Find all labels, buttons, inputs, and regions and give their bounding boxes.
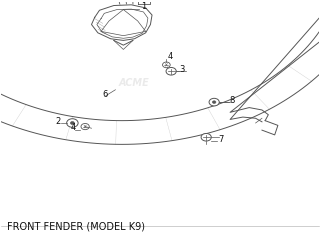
Polygon shape <box>92 5 152 40</box>
Polygon shape <box>0 0 320 144</box>
Circle shape <box>163 62 170 68</box>
Circle shape <box>209 98 219 106</box>
Text: 3: 3 <box>180 65 185 74</box>
Text: FRONT FENDER (MODEL K9): FRONT FENDER (MODEL K9) <box>7 221 145 231</box>
Text: ACME: ACME <box>119 78 150 88</box>
Circle shape <box>201 133 211 141</box>
Circle shape <box>212 101 216 103</box>
Circle shape <box>70 121 74 125</box>
Text: 8: 8 <box>229 96 235 105</box>
Text: 2: 2 <box>55 117 61 126</box>
Text: 4: 4 <box>70 123 76 132</box>
Circle shape <box>81 124 89 130</box>
Text: 6: 6 <box>103 90 108 99</box>
Circle shape <box>166 67 176 75</box>
Polygon shape <box>138 1 150 4</box>
Text: 4: 4 <box>168 52 173 61</box>
Text: 7: 7 <box>218 135 223 144</box>
Text: 1: 1 <box>141 2 146 11</box>
Circle shape <box>67 119 78 127</box>
